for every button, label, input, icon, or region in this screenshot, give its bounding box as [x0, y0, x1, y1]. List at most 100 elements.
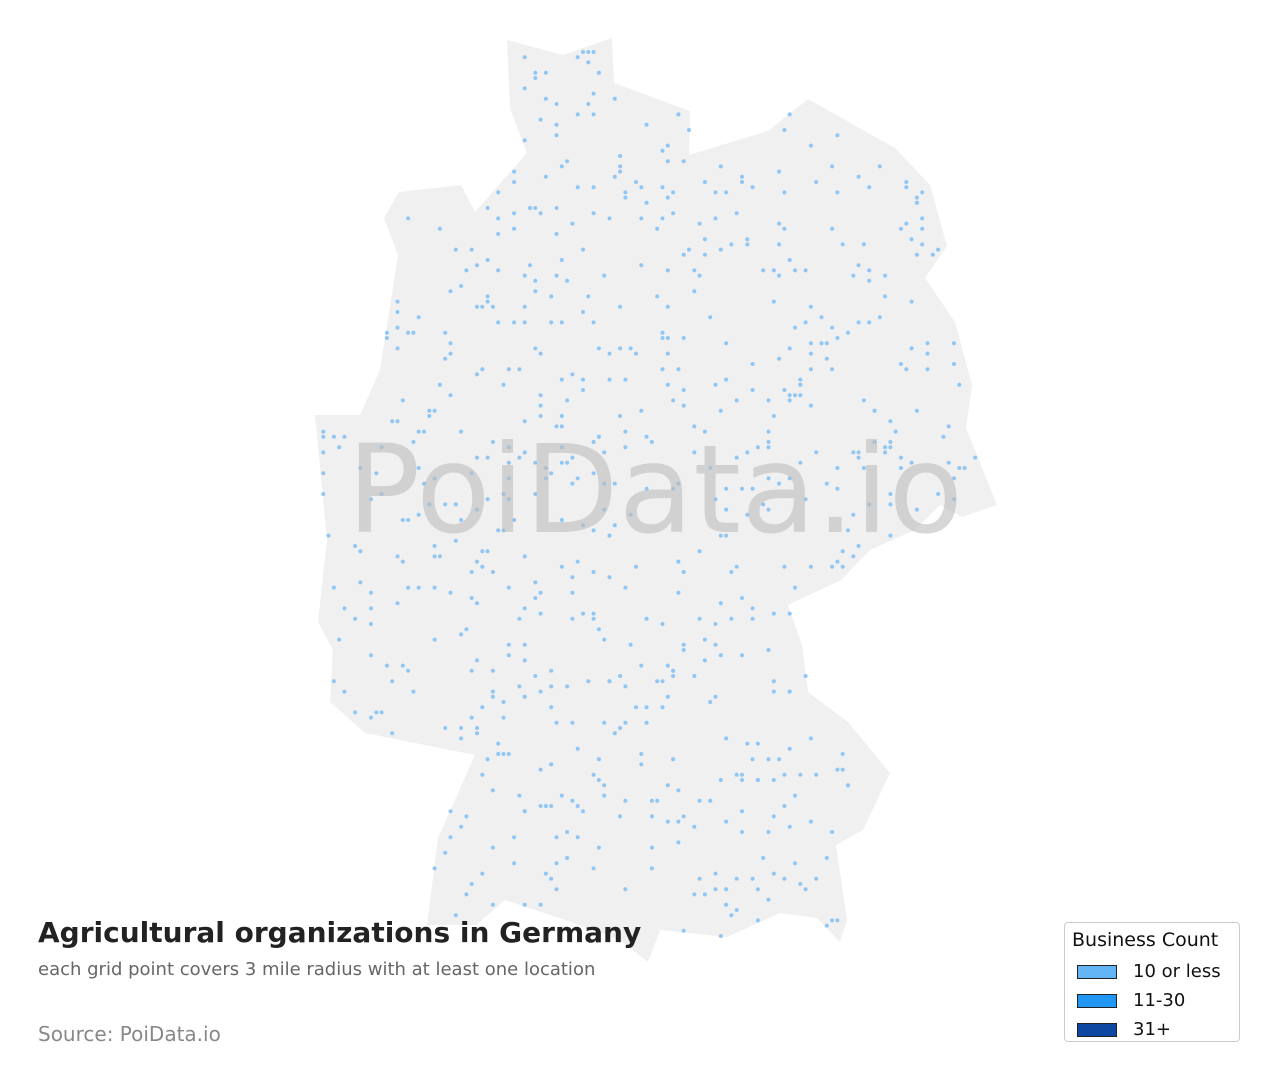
grid-point: [326, 533, 331, 538]
grid-point: [734, 398, 739, 403]
grid-point: [485, 549, 490, 554]
grid-point: [909, 346, 914, 351]
grid-point: [475, 507, 479, 512]
grid-point: [665, 336, 670, 340]
grid-point: [459, 518, 464, 522]
grid-point: [761, 268, 766, 273]
grid-point: [702, 892, 707, 897]
grid-point: [453, 247, 458, 252]
grid-point: [591, 528, 596, 533]
grid-point: [395, 601, 400, 606]
grid-point: [962, 466, 967, 470]
grid-point: [596, 434, 601, 439]
grid-point: [522, 86, 527, 91]
grid-point: [660, 148, 665, 153]
grid-point: [676, 367, 681, 372]
grid-point: [618, 169, 623, 174]
grid-point: [607, 575, 612, 580]
grid-point: [798, 382, 803, 387]
grid-point: [480, 871, 485, 876]
grid-point: [856, 174, 861, 179]
grid-point: [755, 445, 760, 450]
grid-point: [755, 778, 760, 782]
grid-point: [607, 533, 612, 538]
grid-point: [957, 382, 962, 387]
grid-point: [660, 216, 665, 221]
grid-point: [846, 783, 850, 788]
grid-point: [740, 653, 744, 658]
grid-point: [623, 585, 628, 590]
grid-point: [766, 476, 771, 481]
grid-point: [888, 419, 893, 424]
legend-title: Business Count: [1072, 929, 1219, 951]
grid-point: [581, 310, 585, 314]
grid-point: [861, 242, 866, 247]
grid-points: [321, 50, 978, 938]
grid-point: [591, 616, 596, 621]
grid-point: [416, 429, 421, 434]
grid-point: [538, 611, 543, 616]
grid-point: [522, 658, 527, 663]
grid-point: [861, 398, 866, 403]
grid-point: [660, 185, 665, 190]
grid-point: [506, 653, 511, 658]
grid-point: [480, 304, 485, 309]
grid-point: [554, 122, 559, 127]
grid-point: [798, 460, 803, 465]
grid-point: [824, 481, 829, 486]
grid-point: [782, 804, 787, 808]
grid-point: [681, 159, 686, 164]
grid-point: [591, 185, 596, 190]
grid-point: [570, 481, 575, 486]
grid-point: [432, 408, 437, 413]
grid-point: [533, 76, 538, 80]
grid-point: [793, 585, 797, 590]
grid-point: [443, 330, 448, 335]
grid-point: [453, 502, 458, 507]
grid-point: [543, 476, 548, 481]
legend-label: 31+: [1133, 1019, 1171, 1040]
grid-point: [777, 169, 782, 174]
grid-point: [432, 585, 437, 590]
grid-point: [856, 320, 861, 325]
grid-point: [745, 450, 750, 455]
grid-point: [517, 793, 522, 798]
grid-point: [687, 247, 691, 252]
grid-point: [443, 850, 448, 855]
grid-point: [713, 497, 718, 502]
grid-point: [406, 330, 411, 335]
grid-point: [777, 273, 782, 278]
grid-point: [437, 554, 442, 559]
grid-point: [384, 663, 389, 668]
grid-point: [612, 731, 617, 736]
grid-point: [416, 466, 421, 470]
grid-point: [565, 460, 570, 465]
grid-point: [570, 221, 575, 226]
grid-point: [411, 689, 416, 694]
grid-point: [644, 720, 649, 725]
grid-point: [808, 403, 813, 408]
grid-point: [671, 674, 676, 678]
grid-point: [750, 362, 755, 366]
grid-point: [559, 164, 564, 169]
legend-item-high: 31+: [1072, 1015, 1239, 1044]
grid-point: [549, 684, 554, 689]
grid-point: [755, 741, 760, 746]
grid-point: [416, 315, 421, 320]
grid-point: [591, 866, 596, 871]
grid-point: [671, 398, 676, 403]
grid-point: [570, 575, 575, 580]
grid-point: [570, 798, 575, 803]
grid-point: [819, 315, 824, 320]
grid-point: [930, 252, 935, 257]
grid-point: [787, 258, 792, 262]
grid-point: [459, 736, 464, 741]
grid-point: [559, 377, 564, 382]
grid-point: [496, 320, 501, 325]
grid-point: [559, 564, 564, 569]
grid-point: [745, 512, 750, 517]
grid-point: [952, 476, 956, 481]
grid-point: [618, 726, 623, 730]
grid-point: [745, 237, 750, 242]
grid-point: [803, 887, 808, 892]
